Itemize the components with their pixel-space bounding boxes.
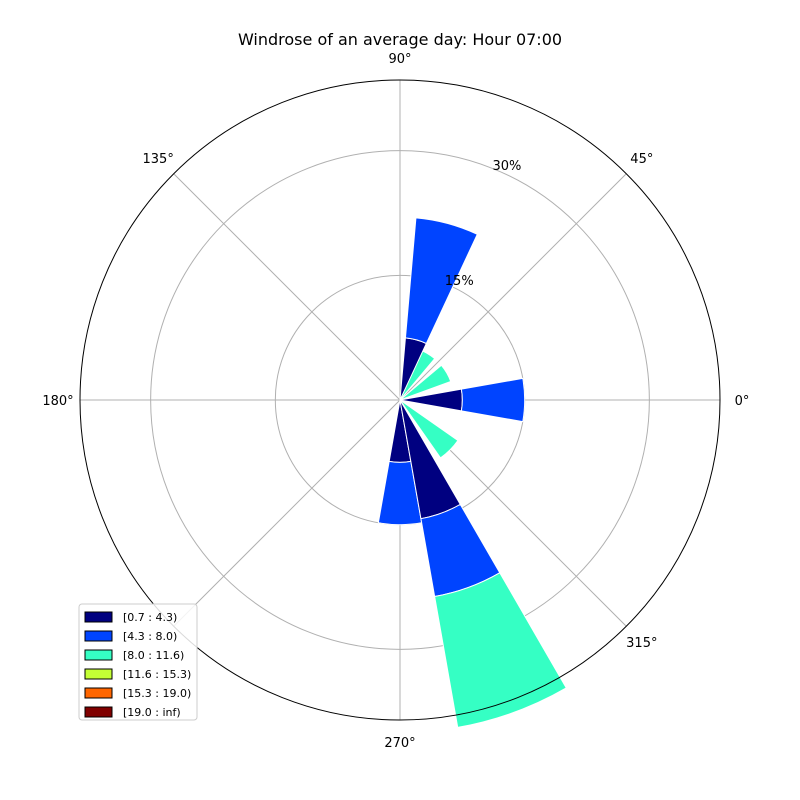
sector-bar xyxy=(399,364,452,401)
legend: [0.7 : 4.3) [4.3 : 8.0) [8.0 : 11.6) [11.6 … xyxy=(78,603,198,721)
grid-spoke xyxy=(399,173,627,401)
legend-swatch xyxy=(84,687,113,699)
angle-tick-label: 270° xyxy=(384,736,415,751)
angle-tick-labels: 0° 45° 90° 135° 180° 270° 315° xyxy=(42,52,749,751)
radial-tick-label: 15% xyxy=(445,274,474,289)
legend-swatch xyxy=(84,630,113,642)
grid-ring xyxy=(150,150,650,650)
wind-sectors xyxy=(377,217,567,728)
radial-tick-labels: 15% 30% xyxy=(445,159,522,289)
legend-swatch xyxy=(84,649,113,661)
legend-label: [19.0 : inf) xyxy=(123,706,181,719)
angle-tick-label: 90° xyxy=(388,52,411,67)
legend-label: [11.6 : 15.3) xyxy=(123,668,191,681)
legend-swatch xyxy=(84,706,113,718)
sector-bar xyxy=(460,377,526,423)
angle-tick-label: 315° xyxy=(626,636,657,651)
legend-swatch xyxy=(84,668,113,680)
legend-label: [0.7 : 4.3) xyxy=(123,611,177,624)
grid-spoke xyxy=(173,173,401,401)
grid-spoke xyxy=(173,399,401,627)
angle-tick-label: 0° xyxy=(735,394,750,409)
legend-swatch xyxy=(84,611,113,623)
angle-tick-label: 180° xyxy=(42,394,73,409)
legend-label: [8.0 : 11.6) xyxy=(123,649,184,662)
sector-bar xyxy=(434,572,567,728)
angle-tick-label: 135° xyxy=(143,152,174,167)
radial-tick-label: 30% xyxy=(492,159,521,174)
sector-bar xyxy=(399,399,459,459)
chart-title: Windrose of an average day: Hour 07:00 xyxy=(238,30,562,49)
angle-tick-label: 45° xyxy=(630,152,653,167)
polar-frame xyxy=(79,79,721,721)
sector-bar xyxy=(404,217,478,345)
legend-label: [15.3 : 19.0) xyxy=(123,687,191,700)
legend-label: [4.3 : 8.0) xyxy=(123,630,177,643)
legend-entries: [0.7 : 4.3) [4.3 : 8.0) [8.0 : 11.6) [11.6 … xyxy=(84,611,191,719)
